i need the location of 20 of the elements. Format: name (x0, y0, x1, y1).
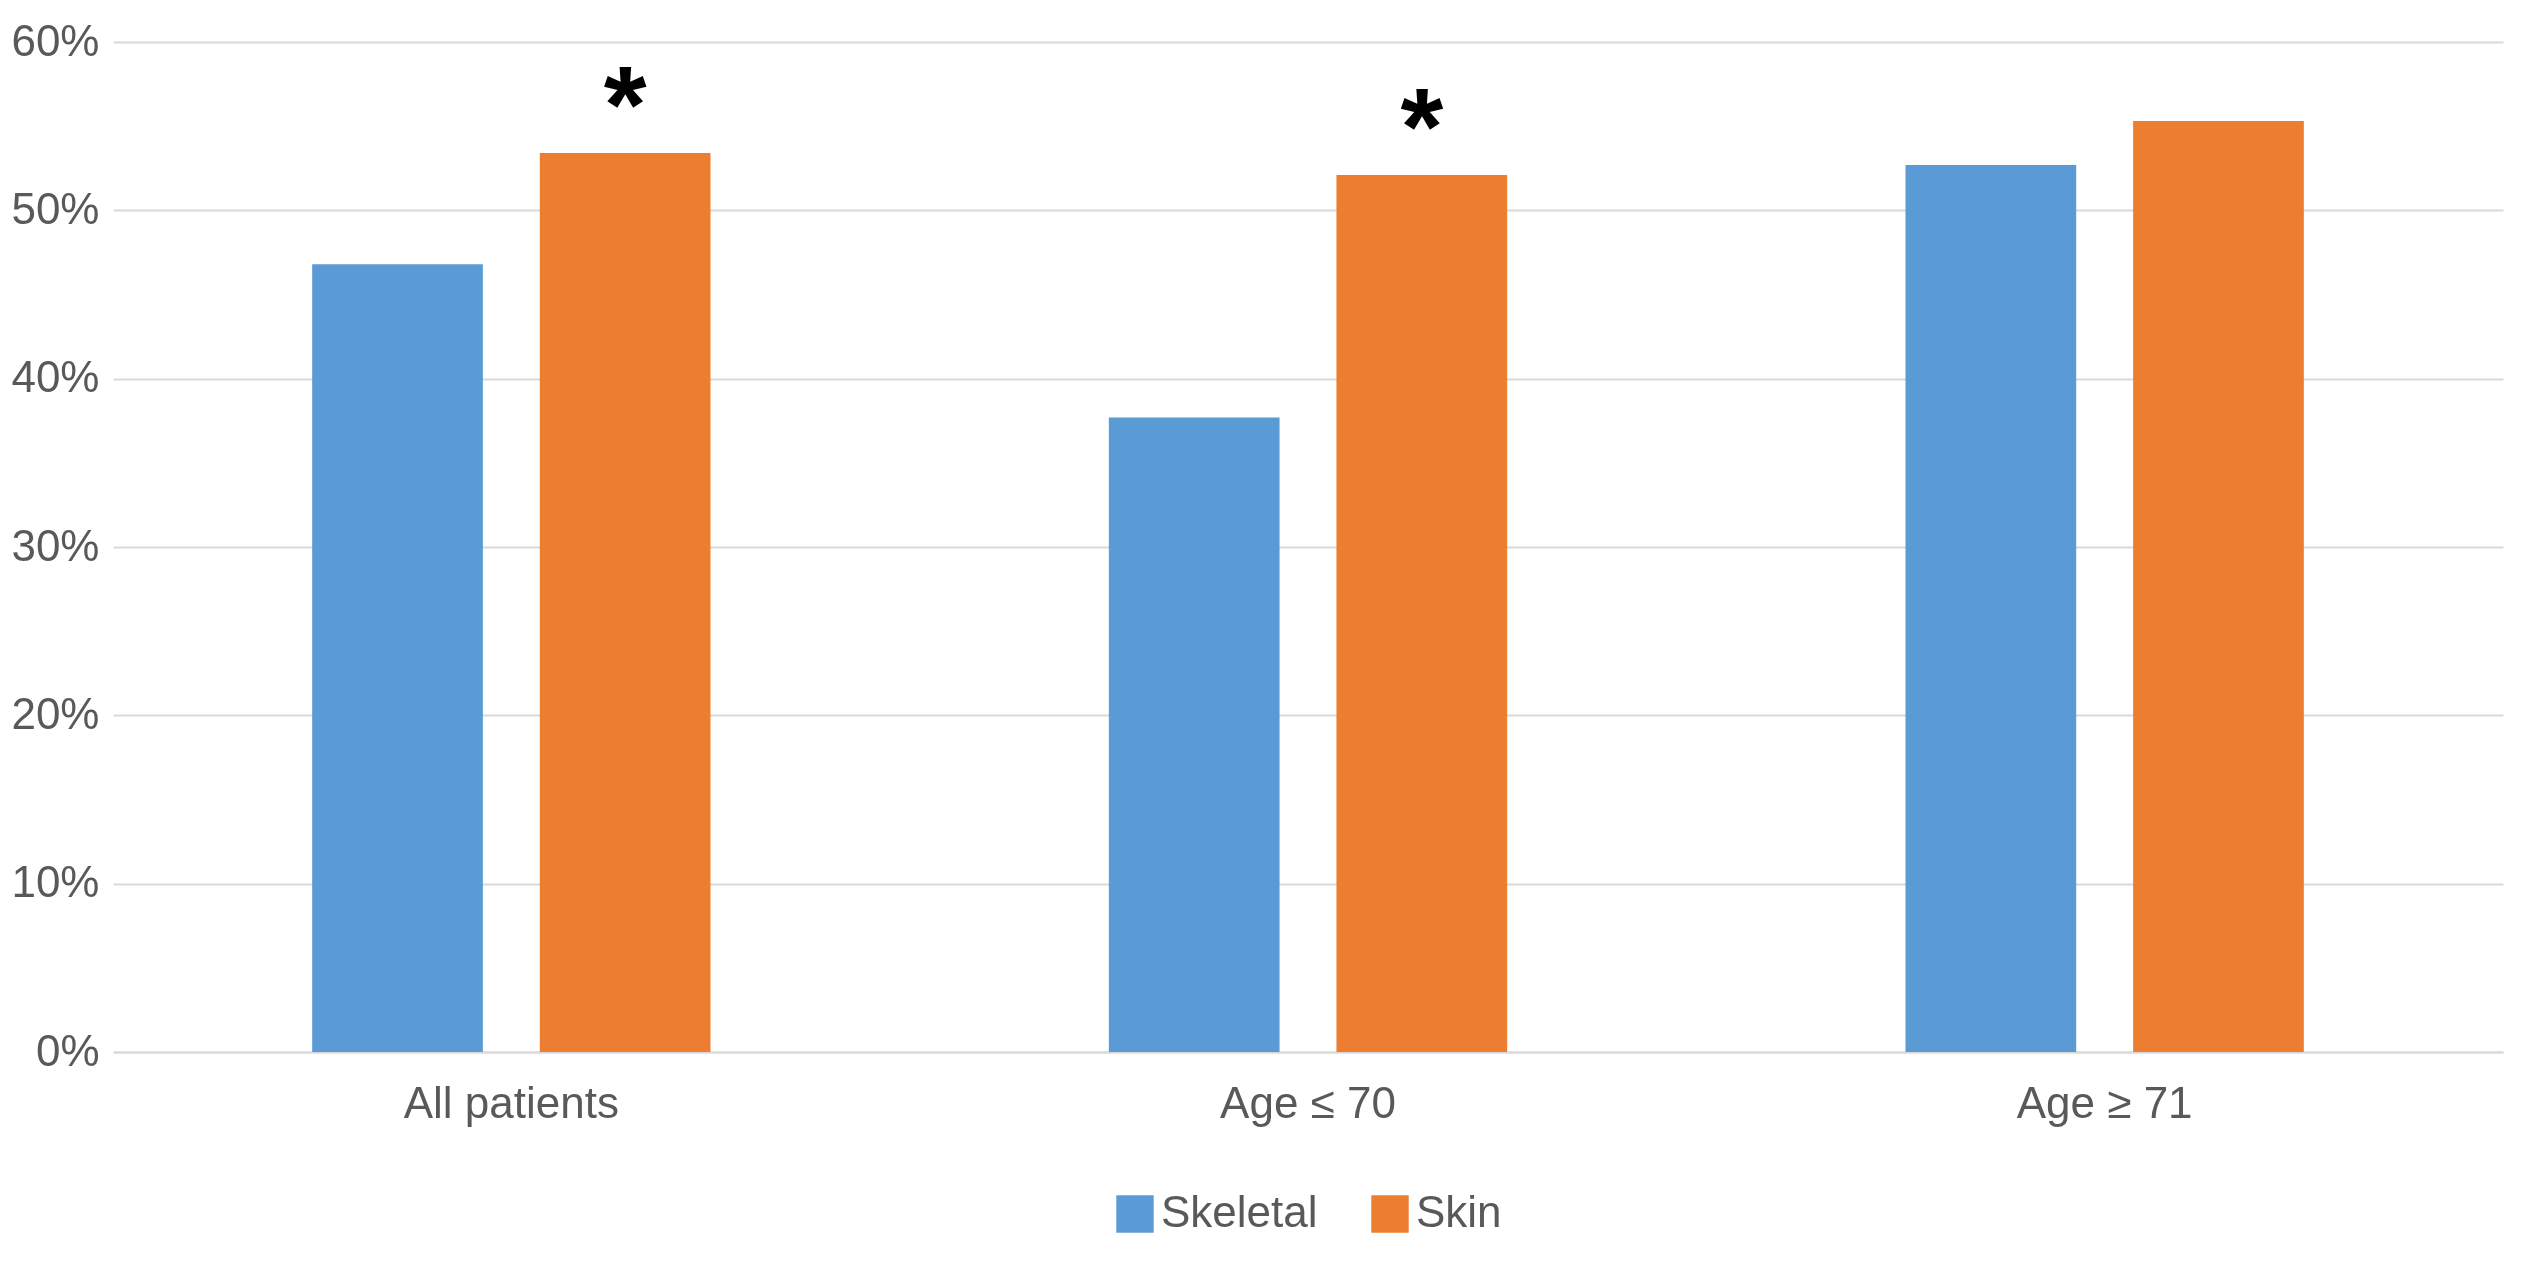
annotation: * (603, 42, 647, 166)
bar (1108, 417, 1280, 1052)
annotation: * (1400, 63, 1444, 187)
y-tick-label: 40% (11, 352, 100, 402)
x-tick-label: All patients (403, 1077, 619, 1127)
bar (1905, 164, 2077, 1052)
y-tick-label: 10% (11, 857, 100, 907)
legend-label: Skin (1416, 1187, 1502, 1236)
y-tick-label: 0% (35, 1025, 100, 1075)
bar (1336, 174, 1508, 1052)
x-tick-label: Age ≤ 70 (1220, 1077, 1396, 1127)
bar (539, 153, 711, 1052)
bar (312, 264, 483, 1052)
y-tick-label: 20% (11, 688, 100, 738)
bar (2133, 121, 2304, 1052)
y-tick-label: 30% (11, 520, 100, 570)
legend-label: Skeletal (1161, 1187, 1318, 1236)
x-tick-label: Age ≥ 71 (2016, 1077, 2193, 1127)
y-tick-label: 50% (11, 183, 100, 233)
y-tick-label: 60% (11, 15, 100, 65)
